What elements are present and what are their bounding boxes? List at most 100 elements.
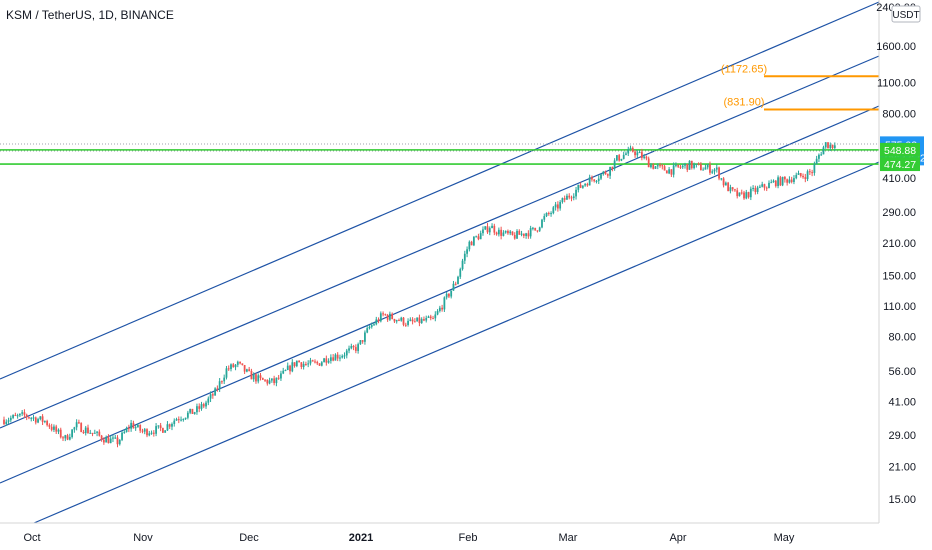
candle-body (743, 192, 745, 199)
channel-line[interactable] (0, 1, 880, 380)
candle-body (690, 160, 693, 169)
horizontal-levels[interactable]: (1172.65) (831.90) (0, 63, 879, 165)
candle-body (91, 432, 94, 434)
candle-body (293, 362, 296, 367)
candle-body (815, 158, 818, 165)
candle-body (364, 332, 366, 342)
candle-body (227, 368, 230, 370)
candle-body (507, 230, 509, 234)
candle-body (545, 212, 548, 217)
candle-body (341, 355, 344, 358)
candle-body (121, 432, 123, 440)
candle-body (502, 232, 505, 236)
candle-body (799, 173, 802, 176)
channel-line[interactable] (0, 55, 880, 429)
price-axis[interactable]: 15.00 21.00 29.00 41.00 56.00 80.00 110.00 150.… (876, 2, 916, 506)
candle-body (221, 381, 223, 383)
candle-body (584, 184, 587, 186)
candle-body (529, 228, 532, 237)
trend-channel-lines[interactable] (0, 1, 880, 524)
candle-body (724, 182, 727, 186)
candle-body (756, 187, 759, 192)
candle-body (718, 167, 720, 179)
candle-body (245, 369, 248, 372)
candle-body (241, 363, 244, 366)
candle-body (593, 179, 596, 182)
candle-body (822, 147, 825, 155)
candle-body (257, 375, 260, 382)
candle-body (699, 164, 702, 171)
candle-body (273, 378, 276, 384)
candle-body (280, 373, 282, 379)
candle-body (670, 169, 673, 175)
time-tick-label: May (774, 532, 795, 544)
candle-body (327, 360, 330, 363)
time-axis[interactable]: Oct Nov Dec 2021 Feb Mar Apr May (23, 532, 794, 544)
candle-body (305, 364, 307, 366)
candle-body (55, 426, 58, 432)
price-tick-label: 110.00 (883, 301, 916, 313)
candle-body (146, 429, 148, 436)
candle-body (654, 166, 657, 169)
candle-body (802, 175, 804, 178)
candle-body (520, 233, 523, 235)
candle-body (348, 348, 350, 351)
candle-body (89, 432, 92, 434)
candle-body (375, 319, 378, 325)
candle-body (688, 160, 691, 170)
candle-body (429, 316, 432, 319)
candle-body (575, 189, 577, 197)
candle-body (209, 394, 212, 399)
candle-body (57, 429, 60, 432)
candle-body (448, 293, 450, 297)
candle-body (697, 163, 700, 165)
candle-body (459, 269, 462, 277)
candle-body (675, 164, 677, 166)
candle-body (713, 169, 716, 172)
candle-body (71, 429, 73, 438)
candle-body (795, 174, 798, 179)
candle-body (370, 325, 373, 327)
candle-body (754, 187, 757, 192)
candle-body (811, 172, 814, 174)
target-level-annotation: (831.90) (724, 97, 765, 109)
candle-body (518, 230, 521, 235)
candle-body (32, 417, 35, 419)
candle-body (652, 164, 655, 169)
candle-body (398, 320, 400, 322)
candle-body (606, 174, 609, 176)
candle-body (255, 374, 257, 382)
candle-body (450, 290, 453, 297)
candle-body (243, 365, 246, 372)
currency-badge[interactable]: USDT (891, 5, 921, 23)
candle-body (162, 428, 164, 433)
candle-body (438, 307, 441, 312)
candle-body (173, 420, 176, 424)
candle-body (411, 319, 414, 322)
candle-body (647, 158, 650, 168)
candle-body (793, 178, 795, 182)
candle-body (50, 426, 53, 430)
candle-body (663, 166, 666, 171)
candle-body (16, 415, 19, 417)
price-tick-label: 41.00 (888, 396, 916, 408)
channel-line[interactable] (0, 105, 880, 484)
candle-body (168, 424, 171, 427)
candle-body (159, 425, 162, 429)
candle-body (768, 182, 770, 189)
candle-body (468, 241, 471, 250)
candle-body (572, 196, 575, 199)
candle-body (820, 154, 823, 156)
candle-body (525, 233, 527, 236)
candle-body (39, 416, 42, 420)
candle-body (18, 413, 21, 416)
candle-body (561, 198, 564, 203)
candle-body (616, 155, 618, 161)
candle-body (736, 190, 739, 197)
candle-body (563, 198, 566, 200)
candle-body (402, 317, 405, 325)
channel-line[interactable] (33, 161, 880, 524)
candle-body (182, 419, 185, 421)
candle-body (668, 169, 671, 174)
